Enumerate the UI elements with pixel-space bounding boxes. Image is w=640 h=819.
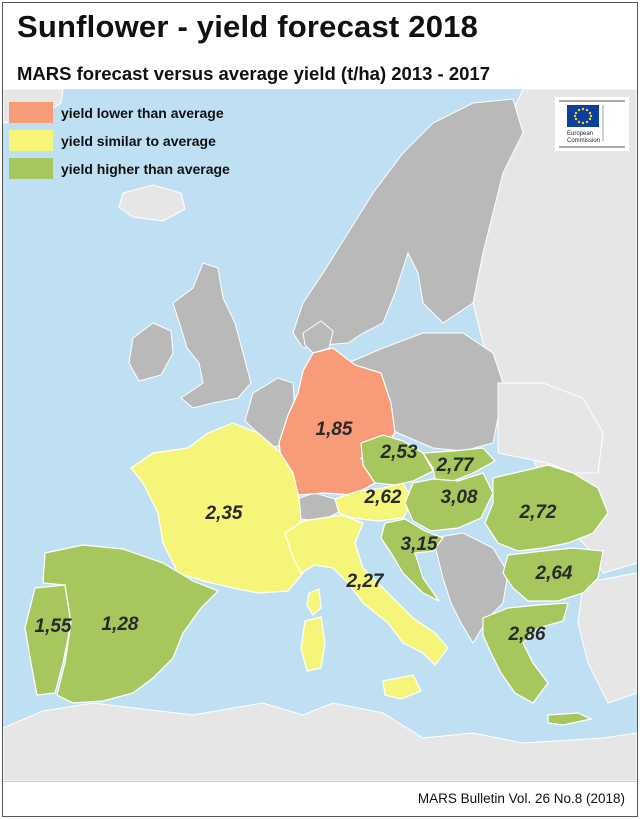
region-czechia[interactable] (360, 434, 434, 486)
region-sicily[interactable] (382, 674, 422, 700)
region-greece[interactable] (482, 602, 569, 704)
footer: MARS Bulletin Vol. 26 No.8 (2018) (3, 781, 637, 816)
legend-label-higher: yield higher than average (61, 160, 230, 177)
legend-label-lower: yield lower than average (61, 104, 224, 121)
value-hungary: 3,08 (441, 487, 478, 508)
legend-swatch-similar (9, 130, 53, 151)
value-austria: 2,62 (364, 487, 402, 508)
value-portugal: 1,55 (35, 616, 72, 637)
map-area: 1,85 2,35 2,62 2,27 1,55 1,28 2,53 2,77 … (3, 89, 637, 781)
value-croatia: 3,15 (401, 534, 438, 555)
legend-swatch-higher (9, 158, 53, 179)
map-subtitle: MARS forecast versus average yield (t/ha… (17, 63, 491, 84)
region-corsica[interactable] (306, 588, 322, 616)
legend-item-similar: yield similar to average (9, 127, 230, 154)
european-commission-logo: European Commission (555, 97, 629, 151)
logo-line1: European (567, 131, 593, 137)
legend-label-similar: yield similar to average (61, 132, 216, 149)
land-ireland (128, 322, 174, 382)
region-hungary[interactable] (404, 472, 494, 532)
value-romania: 2,72 (519, 502, 557, 523)
value-greece: 2,86 (508, 624, 546, 645)
region-spain[interactable] (42, 544, 220, 704)
value-czechia: 2,53 (380, 442, 418, 463)
region-romania[interactable] (484, 464, 609, 552)
value-germany: 1,85 (316, 419, 353, 440)
land-uk (172, 262, 252, 409)
value-italy: 2,27 (346, 571, 385, 592)
region-sardinia[interactable] (300, 616, 326, 672)
logo-line2: Commission (567, 138, 600, 144)
land-ukraine-belarus (497, 382, 604, 474)
region-germany[interactable] (278, 347, 396, 496)
region-italy[interactable] (284, 514, 449, 666)
land-iceland (118, 184, 186, 222)
land-turkey (577, 572, 637, 704)
legend-item-higher: yield higher than average (9, 155, 230, 182)
land-norway-sweden-finland (292, 98, 524, 349)
land-denmark (302, 320, 334, 354)
region-slovakia[interactable] (421, 447, 496, 482)
value-bulgaria: 2,64 (535, 563, 573, 584)
value-spain: 1,28 (102, 614, 139, 635)
value-france: 2,35 (205, 503, 243, 524)
eu-flag-icon: European Commission (559, 100, 625, 148)
legend-item-lower: yield lower than average (9, 99, 230, 126)
region-crete[interactable] (547, 712, 593, 726)
value-slovakia: 2,77 (436, 455, 475, 476)
map-title: Sunflower - yield forecast 2018 (17, 9, 479, 44)
land-africa (3, 702, 637, 781)
legend: yield lower than average yield similar t… (9, 99, 230, 183)
region-bulgaria[interactable] (502, 547, 604, 602)
region-croatia[interactable] (380, 518, 444, 602)
europe-map: 1,85 2,35 2,62 2,27 1,55 1,28 2,53 2,77 … (3, 89, 637, 781)
region-france[interactable] (130, 422, 304, 594)
footer-citation: MARS Bulletin Vol. 26 No.8 (2018) (417, 791, 625, 806)
legend-swatch-lower (9, 102, 53, 123)
